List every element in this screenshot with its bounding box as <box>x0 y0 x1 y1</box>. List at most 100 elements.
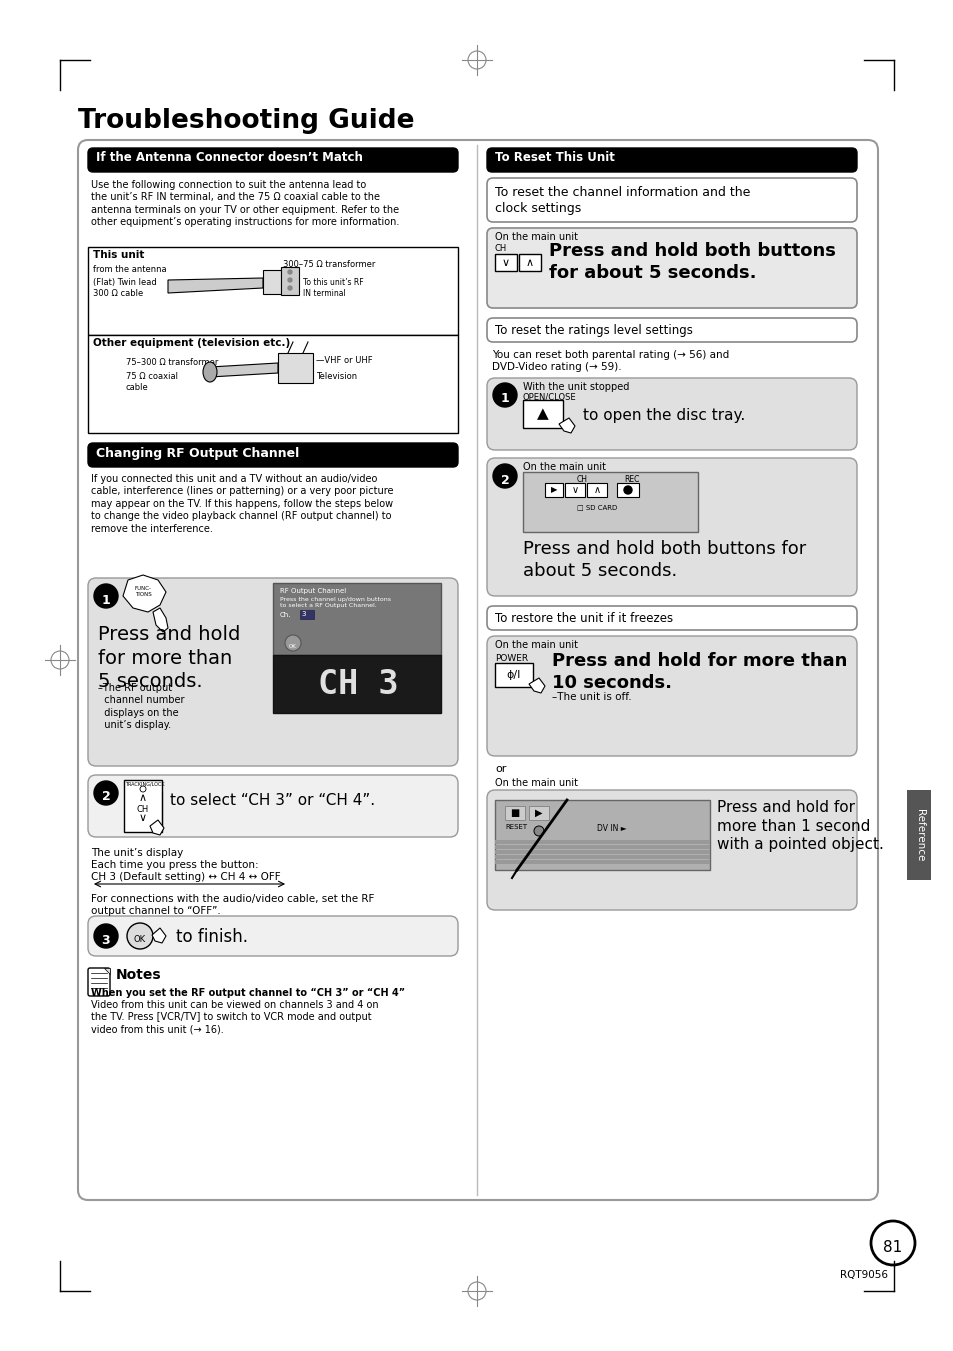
Text: 1: 1 <box>500 393 509 405</box>
Circle shape <box>534 825 543 836</box>
Circle shape <box>288 278 292 282</box>
Bar <box>273 655 440 713</box>
FancyBboxPatch shape <box>78 141 877 1200</box>
Text: You can reset both parental rating (→ 56) and
DVD-Video rating (→ 59).: You can reset both parental rating (→ 56… <box>492 350 728 373</box>
Text: ∨: ∨ <box>571 485 578 494</box>
Text: from the antenna: from the antenna <box>92 265 167 274</box>
Bar <box>88 247 457 335</box>
Text: —VHF or UHF: —VHF or UHF <box>315 357 373 365</box>
Text: ∨: ∨ <box>501 258 510 267</box>
Text: The unit’s display: The unit’s display <box>91 848 183 858</box>
Text: CH 3 (Default setting) ↔ CH 4 ↔ OFF: CH 3 (Default setting) ↔ CH 4 ↔ OFF <box>91 871 280 882</box>
FancyBboxPatch shape <box>88 969 110 996</box>
Polygon shape <box>558 417 575 434</box>
Text: to open the disc tray.: to open the disc tray. <box>582 408 744 423</box>
Text: ∧: ∧ <box>525 258 534 267</box>
Text: 300–75 Ω transformer: 300–75 Ω transformer <box>283 259 375 269</box>
Text: Press and hold both buttons
for about 5 seconds.: Press and hold both buttons for about 5 … <box>548 242 835 282</box>
Circle shape <box>140 786 146 792</box>
Text: CH: CH <box>576 476 587 484</box>
Text: To restore the unit if it freezes: To restore the unit if it freezes <box>495 612 673 626</box>
Text: (Flat) Twin lead
300 Ω cable: (Flat) Twin lead 300 Ω cable <box>92 278 156 299</box>
Text: RESET: RESET <box>504 824 527 830</box>
Text: or: or <box>495 765 506 774</box>
Bar <box>263 270 285 295</box>
Text: Press and hold both buttons for
about 5 seconds.: Press and hold both buttons for about 5 … <box>522 540 805 580</box>
Text: If you connected this unit and a TV without an audio/video
cable, interference (: If you connected this unit and a TV with… <box>91 474 393 534</box>
Text: Press and hold
for more than
5 seconds.: Press and hold for more than 5 seconds. <box>98 626 240 690</box>
Text: Video from this unit can be viewed on channels 3 and 4 on
the TV. Press [VCR/TV]: Video from this unit can be viewed on ch… <box>91 1000 378 1035</box>
Bar <box>495 850 709 854</box>
Text: To reset the ratings level settings: To reset the ratings level settings <box>495 324 692 336</box>
Bar <box>299 611 314 619</box>
Text: RQT9056: RQT9056 <box>840 1270 887 1279</box>
FancyBboxPatch shape <box>88 149 457 172</box>
Text: 3: 3 <box>301 611 305 617</box>
Text: ∧: ∧ <box>593 485 600 494</box>
Text: TRACKING/LOCK: TRACKING/LOCK <box>125 781 165 786</box>
Text: REC: REC <box>623 476 639 484</box>
Text: Television: Television <box>315 372 356 381</box>
FancyBboxPatch shape <box>486 317 856 342</box>
Circle shape <box>493 463 517 488</box>
Bar <box>495 840 709 844</box>
Bar <box>88 335 457 434</box>
Bar <box>273 584 440 655</box>
Text: On the main unit: On the main unit <box>495 640 578 650</box>
Text: ϕ/I: ϕ/I <box>506 670 520 680</box>
Bar <box>529 807 548 820</box>
Text: to select “CH 3” or “CH 4”.: to select “CH 3” or “CH 4”. <box>170 793 375 808</box>
Text: OPEN/CLOSE: OPEN/CLOSE <box>522 393 576 403</box>
Polygon shape <box>152 608 168 632</box>
Polygon shape <box>123 576 166 612</box>
FancyBboxPatch shape <box>88 775 457 838</box>
Text: POWER: POWER <box>495 654 528 663</box>
FancyBboxPatch shape <box>486 228 856 308</box>
Bar <box>495 861 709 865</box>
Bar <box>617 484 639 497</box>
Bar <box>495 844 709 848</box>
Circle shape <box>94 924 118 948</box>
Text: To reset the channel information and the
clock settings: To reset the channel information and the… <box>495 186 750 215</box>
Text: Other equipment (television etc.): Other equipment (television etc.) <box>92 338 290 349</box>
Bar <box>495 254 517 272</box>
Text: 3: 3 <box>102 934 111 947</box>
FancyBboxPatch shape <box>486 149 856 172</box>
FancyBboxPatch shape <box>88 578 457 766</box>
FancyBboxPatch shape <box>486 607 856 630</box>
Text: Ch.: Ch. <box>280 612 292 617</box>
Bar <box>281 267 298 295</box>
Text: Use the following connection to suit the antenna lead to
the unit’s RF IN termin: Use the following connection to suit the… <box>91 180 399 227</box>
Text: If the Antenna Connector doesn’t Match: If the Antenna Connector doesn’t Match <box>96 151 362 163</box>
Text: CH: CH <box>495 245 507 253</box>
Circle shape <box>623 486 631 494</box>
Text: This unit: This unit <box>92 250 144 259</box>
Text: OK: OK <box>289 643 296 648</box>
Circle shape <box>94 584 118 608</box>
Bar <box>495 800 709 870</box>
Bar <box>564 484 584 497</box>
Bar <box>522 400 562 428</box>
Text: to finish.: to finish. <box>175 928 248 946</box>
Text: When you set the RF output channel to “CH 3” or “CH 4”: When you set the RF output channel to “C… <box>91 988 405 998</box>
Text: ▲: ▲ <box>537 407 548 422</box>
Text: 75–300 Ω transformer: 75–300 Ω transformer <box>126 358 218 367</box>
Bar <box>277 353 313 382</box>
Bar <box>518 254 540 272</box>
Text: 1: 1 <box>102 593 111 607</box>
Text: Reference: Reference <box>914 809 924 861</box>
Text: –The unit is off.: –The unit is off. <box>552 692 631 703</box>
Bar <box>522 471 698 532</box>
Bar <box>495 663 533 688</box>
Bar <box>906 790 930 880</box>
Circle shape <box>127 923 152 948</box>
Text: Notes: Notes <box>116 969 161 982</box>
FancyBboxPatch shape <box>486 790 856 911</box>
Polygon shape <box>168 278 263 293</box>
Text: 75 Ω coaxial
cable: 75 Ω coaxial cable <box>126 372 178 392</box>
Text: ■: ■ <box>510 808 519 817</box>
Text: On the main unit: On the main unit <box>495 778 578 788</box>
Text: Press the channel up/down buttons
to select a RF Output Channel.: Press the channel up/down buttons to sel… <box>280 597 391 608</box>
Bar <box>586 484 606 497</box>
Circle shape <box>288 286 292 290</box>
